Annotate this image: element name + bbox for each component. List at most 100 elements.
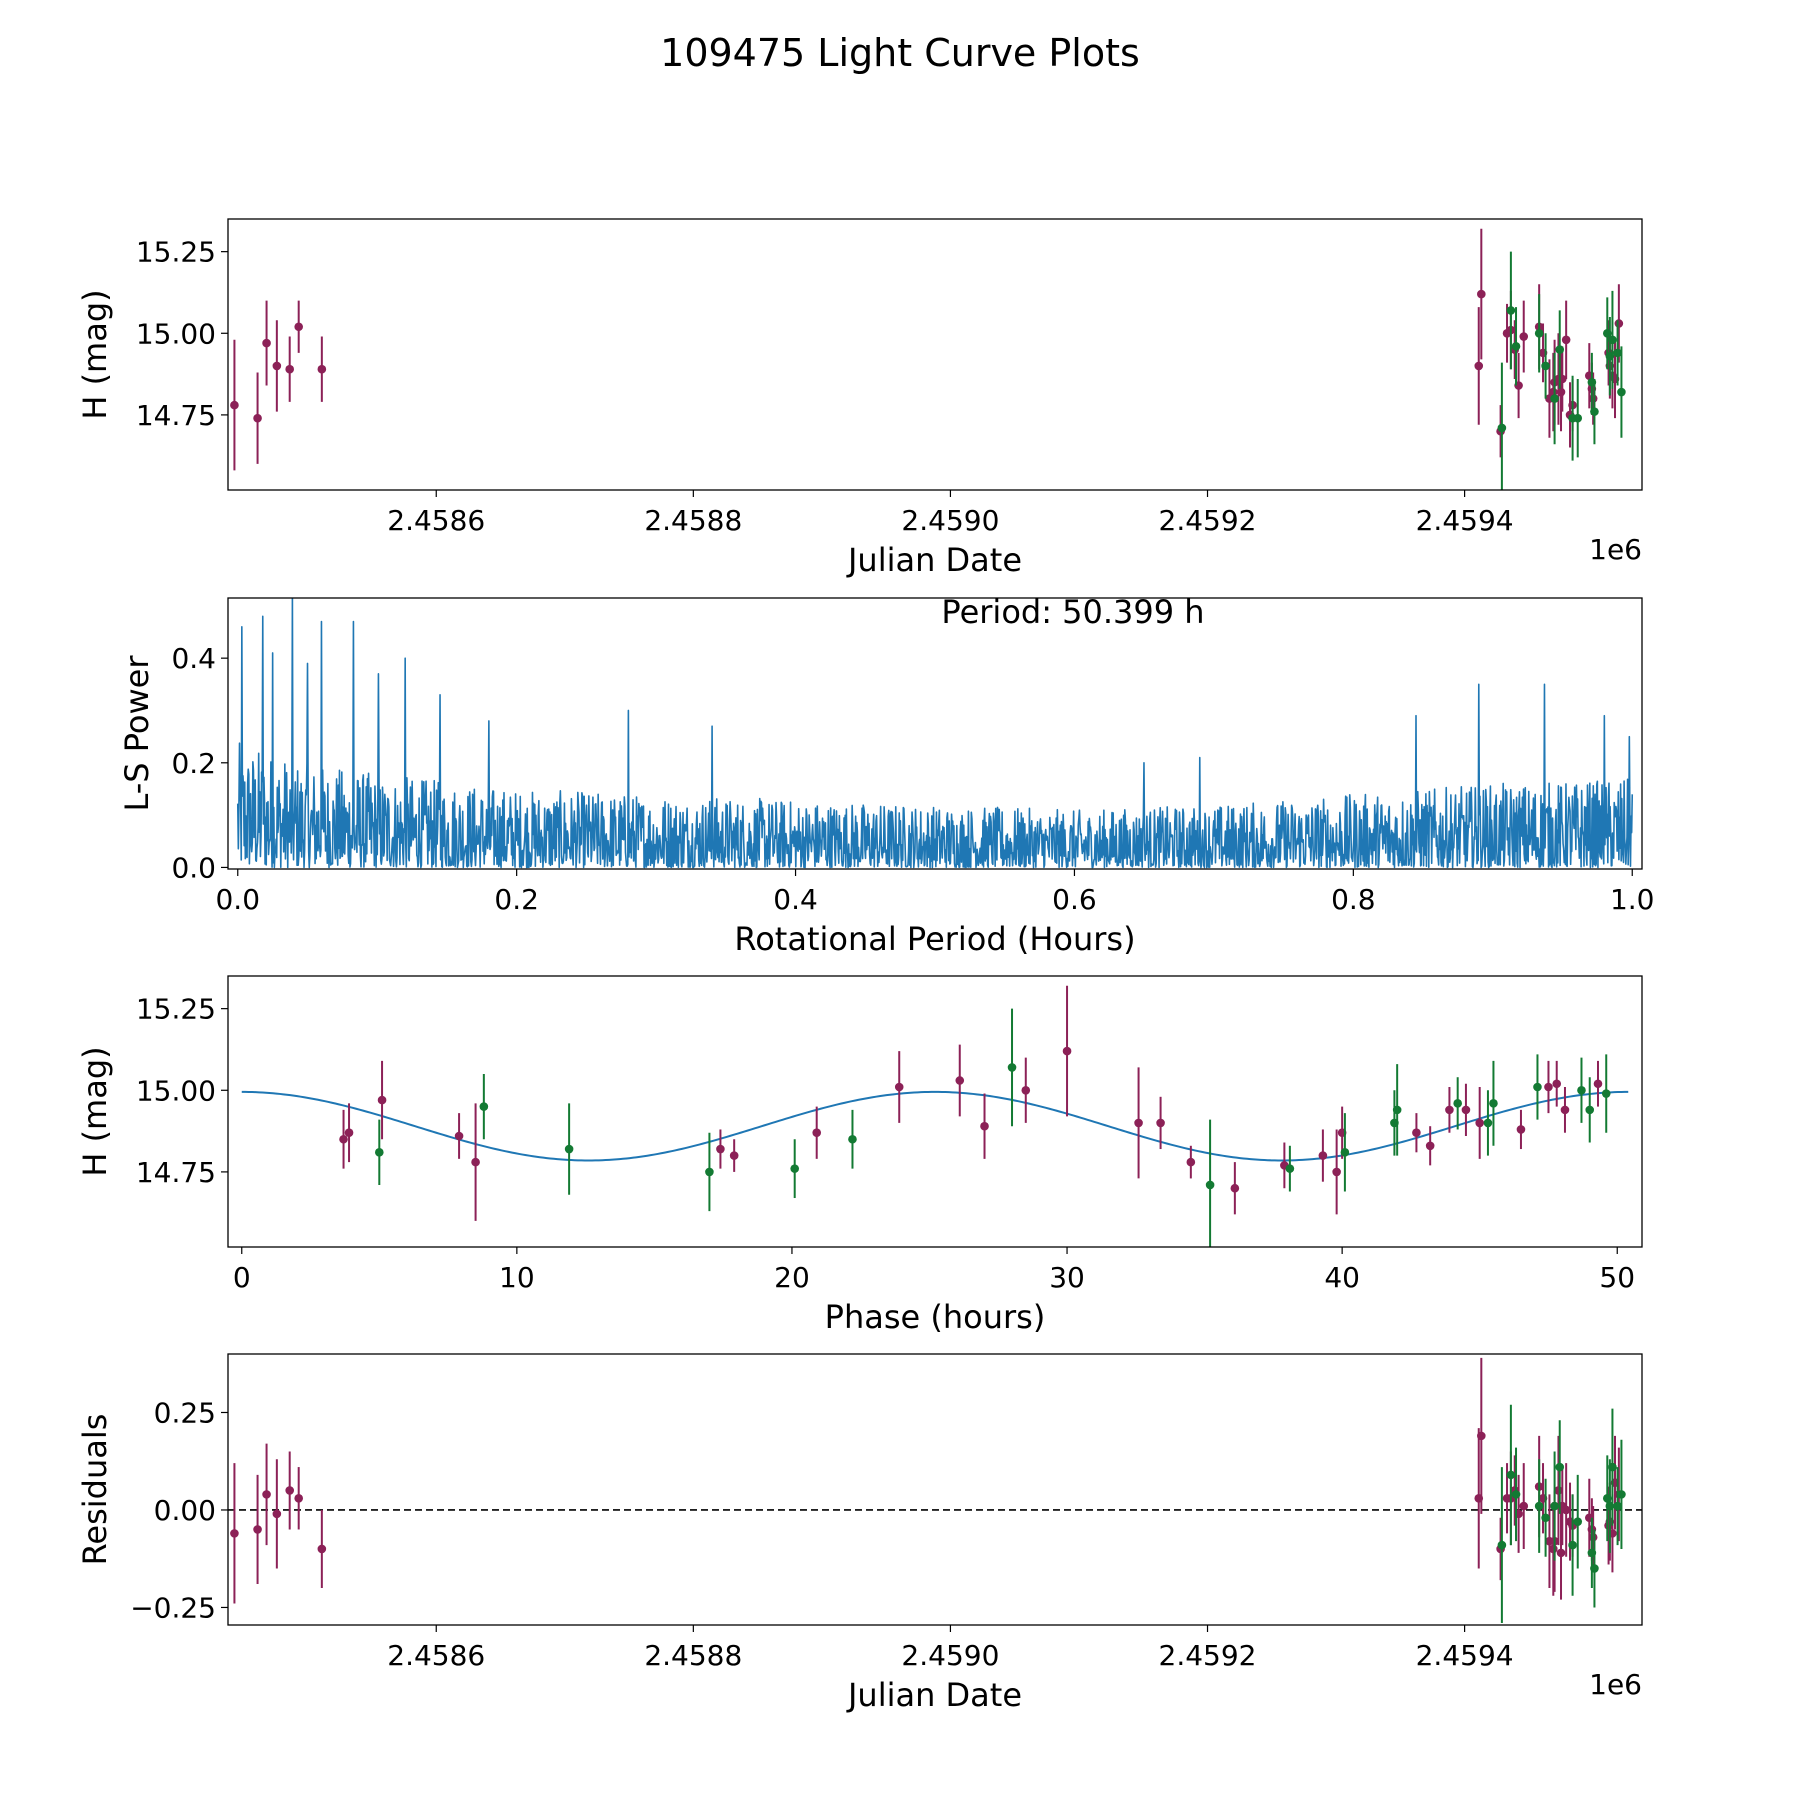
y-tick-label: −0.25	[130, 1591, 216, 1624]
data-point	[1062, 1046, 1072, 1056]
data-point	[1541, 1513, 1550, 1523]
data-point	[1021, 1085, 1031, 1095]
data-point	[894, 1082, 904, 1092]
data-point	[1613, 1501, 1622, 1511]
x-tick-label: 2.4592	[1159, 504, 1257, 537]
panel-phased: 0 10 20 30 40 50 14.75 15.00 15.25 Phase (hours) H…	[76, 975, 1643, 1336]
axes-frame	[227, 218, 1643, 491]
x-tick-label: 2.4594	[1416, 504, 1514, 537]
axes-frame	[227, 597, 1643, 870]
x-tick-label: 2.4590	[901, 1639, 999, 1672]
panel-periodogram: Period: 50.399 h 0.0 0.2 0.4 0.6 0.8 1.0 0.0 0.2…	[118, 593, 1655, 958]
data-point	[1519, 332, 1529, 341]
data-point	[262, 1490, 271, 1499]
data-point	[1590, 1564, 1599, 1573]
x-tick-label: 2.4588	[644, 1639, 742, 1672]
y-tick-label: 15.25	[136, 993, 216, 1026]
data-point	[1534, 328, 1544, 338]
data-point	[377, 1095, 387, 1105]
x-tick-label: 1.0	[1610, 883, 1655, 916]
data-point	[1186, 1157, 1196, 1167]
data-point	[1555, 345, 1565, 354]
data-point	[1608, 335, 1617, 345]
x-tick-label: 2.4586	[387, 1639, 485, 1672]
y-tick-label: 15.25	[136, 236, 216, 269]
data-point	[1474, 361, 1484, 371]
data-point	[1544, 1082, 1553, 1092]
data-point	[1425, 1141, 1435, 1151]
x-axis-label: Julian Date	[846, 541, 1022, 579]
periodogram-series	[236, 598, 1634, 869]
data-point	[1007, 1063, 1017, 1072]
y-tick-label: 0.2	[171, 747, 216, 780]
data-point	[1332, 1167, 1341, 1177]
y-tick-label: 0.4	[171, 642, 216, 675]
figure-title: 109475 Light Curve Plots	[660, 31, 1140, 75]
data-point	[294, 1493, 304, 1503]
x-tick-label: 50	[1599, 1261, 1635, 1294]
data-point	[1561, 1505, 1571, 1515]
data-point	[1555, 1462, 1565, 1472]
x-tick-label: 20	[774, 1261, 810, 1294]
x-offset-label: 1e6	[1589, 533, 1642, 566]
data-point	[1534, 1501, 1544, 1511]
y-tick-label: 15.00	[136, 317, 216, 350]
data-point	[1340, 1148, 1350, 1157]
data-point	[1608, 1462, 1617, 1472]
x-axis-label: Rotational Period (Hours)	[734, 920, 1135, 958]
data-point	[272, 1509, 282, 1519]
data-point	[1230, 1183, 1240, 1193]
data-point	[1614, 319, 1624, 328]
y-axis-label: L-S Power	[118, 655, 156, 812]
data-point	[1506, 1470, 1516, 1480]
data-point	[705, 1167, 714, 1177]
x-tick-label: 0	[233, 1261, 251, 1294]
data-point	[955, 1076, 965, 1085]
panels: 2.4586 2.4588 2.4590 2.4592 2.4594 14.75 15.00…	[76, 218, 1655, 1714]
y-tick-label: 0.0	[171, 851, 216, 884]
data-point	[1477, 289, 1486, 299]
data-point	[1156, 1118, 1165, 1128]
series-green	[375, 1008, 1611, 1247]
x-tick-label: 2.4588	[644, 504, 742, 537]
panel-residuals: 2.4586 2.4588 2.4590 2.4592 2.4594 −0.25 0.00 0…	[76, 1353, 1643, 1714]
data-point	[1617, 1490, 1626, 1499]
data-point	[344, 1128, 354, 1138]
data-point	[1477, 1431, 1486, 1441]
data-point	[285, 364, 295, 374]
y-axis-label: H (mag)	[76, 1046, 114, 1176]
data-point	[1550, 394, 1559, 403]
x-tick-label: 2.4594	[1416, 1639, 1514, 1672]
data-point	[1556, 387, 1566, 397]
y-tick-label: 14.75	[136, 399, 216, 432]
data-point	[1516, 1125, 1526, 1134]
data-point	[1590, 407, 1599, 416]
axes-frame	[227, 1353, 1643, 1626]
data-point	[1511, 1490, 1521, 1499]
data-point	[253, 1525, 262, 1534]
data-point	[1549, 1544, 1558, 1554]
data-point	[1205, 1180, 1215, 1190]
data-point	[1134, 1118, 1143, 1128]
x-tick-label: 0.2	[494, 883, 539, 916]
axes-frame	[227, 975, 1643, 1248]
data-point	[1561, 335, 1571, 345]
data-point	[1550, 1501, 1559, 1511]
x-tick-label: 2.4586	[387, 504, 485, 537]
y-tick-label: 14.75	[136, 1156, 216, 1189]
data-point	[729, 1151, 739, 1160]
data-point	[1577, 1085, 1586, 1095]
data-point	[980, 1121, 989, 1131]
data-point	[1585, 1105, 1595, 1115]
data-point	[317, 364, 327, 374]
data-point	[272, 361, 282, 371]
x-tick-label: 0.4	[773, 883, 818, 916]
data-point	[230, 400, 239, 410]
series-green	[1497, 1404, 1626, 1624]
data-point	[479, 1102, 489, 1111]
period-annotation: Period: 50.399 h	[941, 593, 1204, 631]
data-point	[317, 1544, 327, 1554]
data-point	[1593, 1079, 1603, 1089]
